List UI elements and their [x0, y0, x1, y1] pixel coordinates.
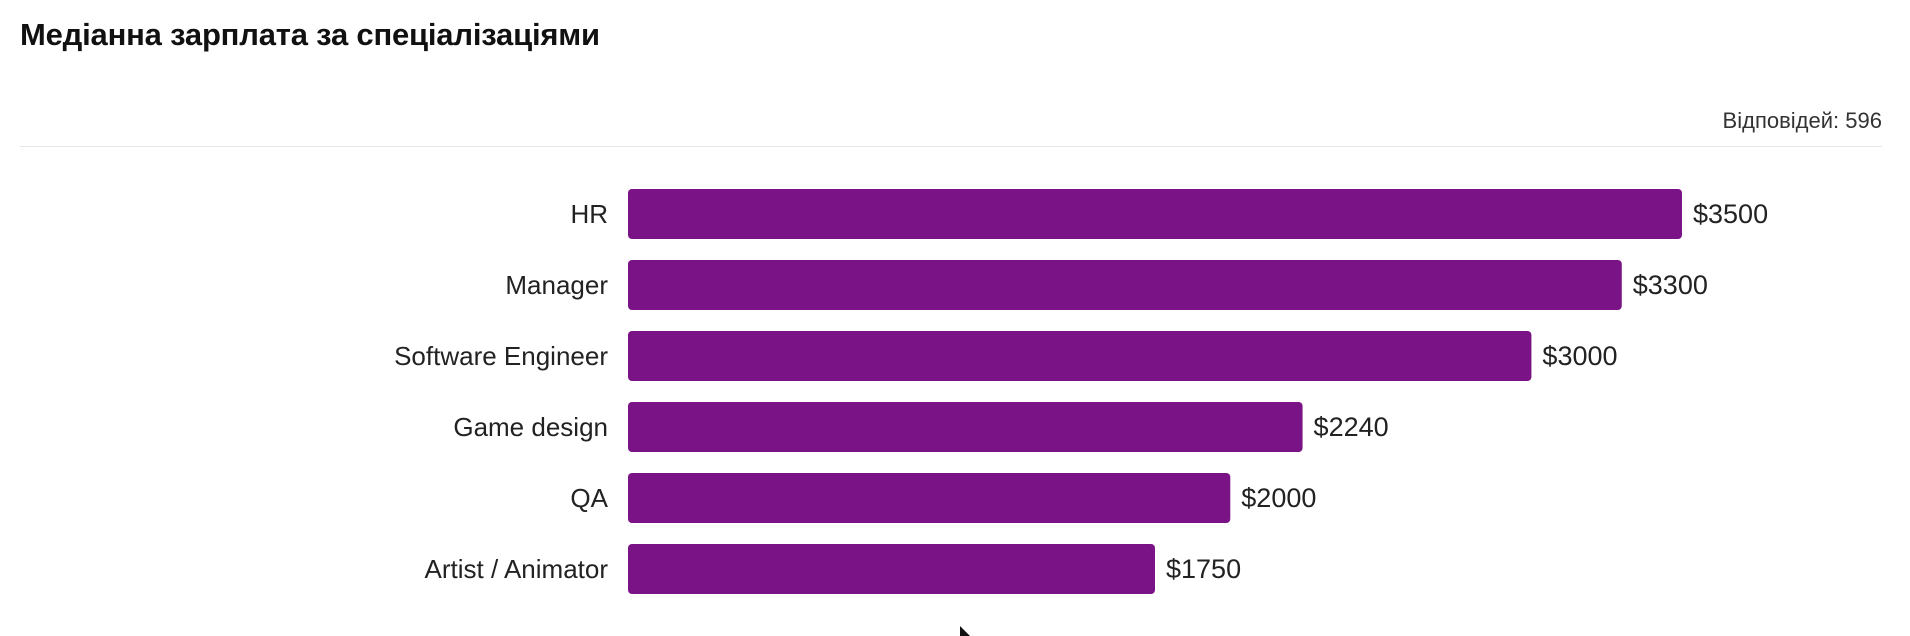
category-label: QA: [570, 483, 608, 513]
header-divider: [20, 146, 1882, 147]
category-label: Artist / Animator: [425, 554, 609, 584]
category-label: Manager: [505, 270, 608, 300]
responses-value: 596: [1845, 108, 1882, 133]
salary-bar: [628, 260, 1622, 310]
salary-bar: [628, 402, 1303, 452]
responses-count: Відповідей: 596: [1723, 108, 1882, 134]
page-title: Медіанна зарплата за спеціалізаціями: [20, 17, 600, 52]
value-label: $2240: [1314, 412, 1389, 442]
salary-bar: [628, 331, 1532, 381]
salary-bar: [628, 189, 1682, 239]
category-label: Software Engineer: [394, 341, 608, 371]
value-label: $3300: [1633, 270, 1708, 300]
value-label: $2000: [1241, 483, 1316, 513]
mouse-cursor-icon: [960, 626, 970, 636]
category-label: Game design: [453, 412, 608, 442]
value-label: $1750: [1166, 554, 1241, 584]
responses-label: Відповідей:: [1722, 108, 1840, 133]
category-label: HR: [570, 199, 608, 229]
salary-bar: [628, 544, 1155, 594]
value-label: $3500: [1693, 199, 1768, 229]
value-label: $3000: [1542, 341, 1617, 371]
salary-bar: [628, 473, 1231, 523]
